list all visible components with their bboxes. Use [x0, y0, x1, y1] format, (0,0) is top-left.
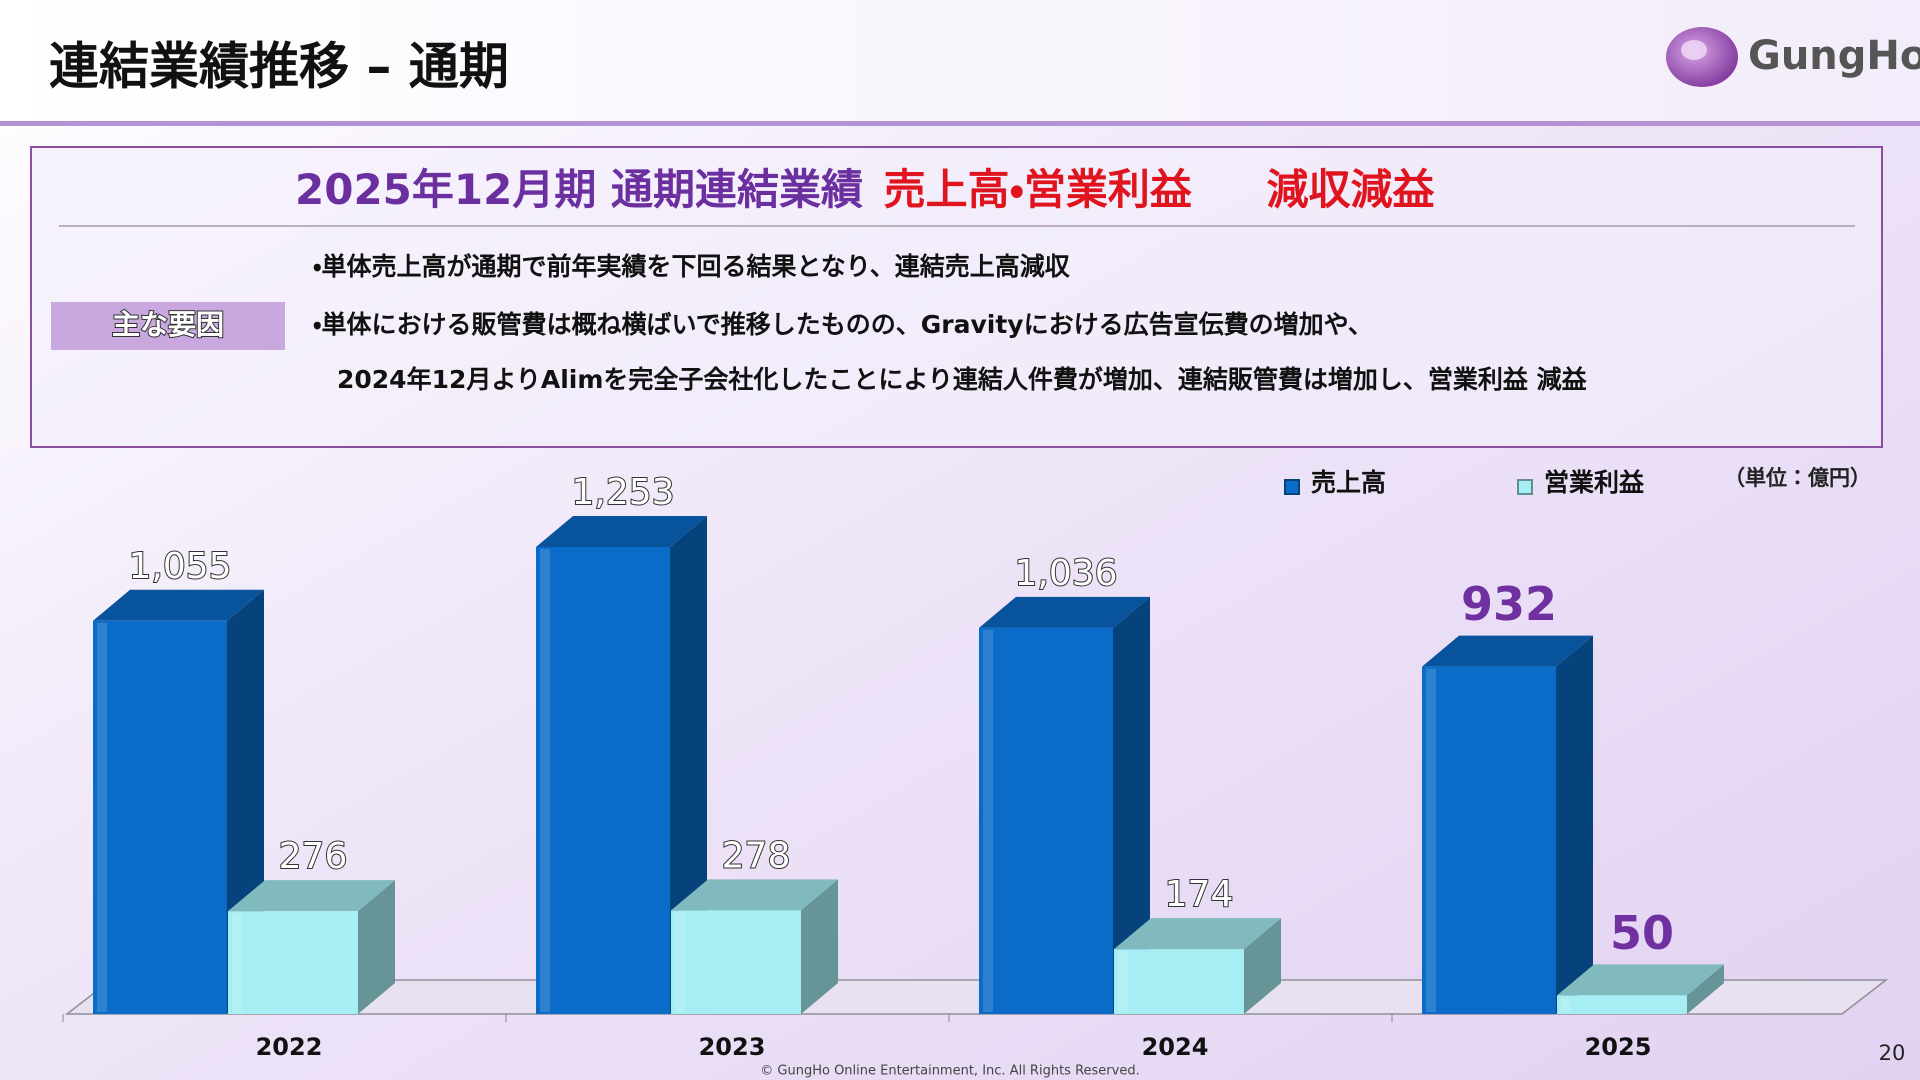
bar-shine — [1561, 997, 1571, 1012]
heading-result: 減収減益 — [1267, 165, 1435, 214]
bar-top — [228, 880, 395, 912]
bar-side — [358, 880, 395, 1014]
summary-heading: 2025年12月期 通期連結業績 売上高・営業利益 減収減益 — [295, 165, 1435, 214]
heading-metrics: 売上高・営業利益 — [884, 165, 1192, 214]
bar-top — [671, 879, 838, 911]
bar-shine — [1426, 668, 1436, 1012]
legend-label: 営業利益 — [1544, 468, 1645, 497]
bullet: ・単体売上高が通期で前年実績を下回る結果となり、連結売上高減収 — [313, 252, 1071, 281]
bar-top — [1557, 964, 1724, 996]
value-label: 932 — [1461, 577, 1557, 631]
bar — [93, 620, 227, 1014]
value-label: 278 — [722, 835, 791, 876]
legend-swatch — [1517, 479, 1533, 495]
unit-note: （単位：億円） — [1724, 466, 1871, 490]
factor-label: 主な要因 — [112, 308, 224, 341]
bar-shine — [675, 912, 685, 1012]
bar — [979, 627, 1113, 1014]
bar-shine — [540, 549, 550, 1012]
bar — [228, 911, 358, 1014]
value-label: 50 — [1610, 906, 1674, 960]
bar — [671, 910, 801, 1014]
bar-side — [801, 879, 838, 1014]
value-label: 1,253 — [571, 472, 674, 513]
bar-top — [979, 596, 1150, 628]
bar-top — [93, 589, 264, 621]
bar-shine — [1118, 951, 1128, 1012]
bar-top — [536, 516, 707, 547]
bar-top — [1114, 918, 1281, 950]
heading-period: 2025年12月期 通期連結業績 — [295, 165, 863, 214]
x-tick-label: 2022 — [256, 1033, 323, 1061]
value-label: 174 — [1165, 874, 1234, 915]
bar-top — [1422, 635, 1593, 667]
value-label: 276 — [279, 836, 348, 877]
bar-side — [1244, 918, 1281, 1014]
value-label: 1,055 — [128, 546, 231, 587]
copyright: © GungHo Online Entertainment, Inc. All … — [760, 1064, 1139, 1079]
bar-side — [1687, 964, 1724, 1014]
x-tick-label: 2024 — [1142, 1033, 1209, 1061]
page-title: 連結業績推移 – 通期 — [49, 38, 509, 96]
x-tick-label: 2023 — [699, 1033, 766, 1061]
summary-box — [30, 146, 1883, 448]
bar-side — [1556, 635, 1593, 1014]
bar-shine — [983, 629, 993, 1012]
legend-label: 売上高 — [1311, 468, 1386, 497]
bar — [1114, 949, 1244, 1014]
header-rule — [0, 121, 1920, 126]
value-label: 1,036 — [1014, 553, 1117, 594]
bar — [1557, 995, 1687, 1014]
bar — [536, 547, 670, 1014]
page-number: 20 — [1879, 1041, 1906, 1065]
factor-label-box — [51, 302, 285, 350]
logo-text: GungHo — [1748, 33, 1920, 79]
bullet: ・単体における販管費は概ね横ばいで推移したものの、Gravityにおける広告宣伝… — [313, 310, 1373, 339]
bullet: 2024年12月よりAlimを完全子会社化したことにより連結人件費が増加、連結販… — [337, 365, 1588, 394]
bar-shine — [232, 913, 242, 1012]
bar — [1422, 666, 1556, 1014]
legend-swatch — [1284, 479, 1300, 495]
bar-side — [1113, 596, 1150, 1014]
x-tick-label: 2025 — [1585, 1033, 1652, 1061]
logo-highlight — [1681, 40, 1707, 60]
header-band — [0, 0, 1920, 122]
bar-shine — [97, 622, 107, 1012]
